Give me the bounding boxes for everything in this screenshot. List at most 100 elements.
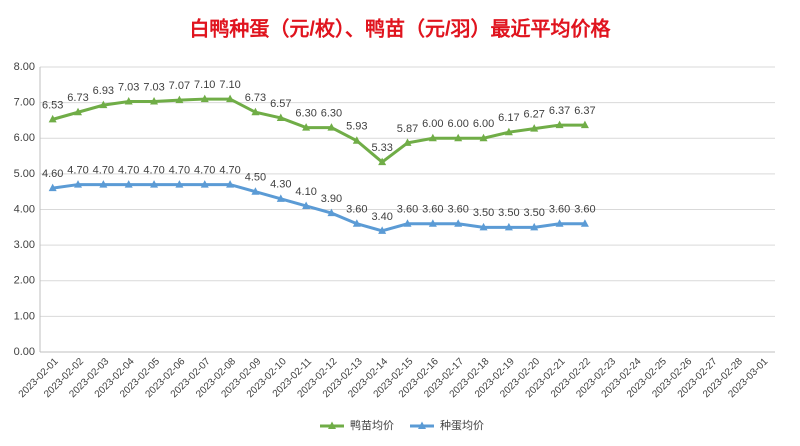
marker <box>479 222 488 231</box>
data-label: 3.50 <box>473 207 494 219</box>
marker <box>504 127 513 136</box>
legend-label: 鸭苗均价 <box>350 419 394 432</box>
y-tick-label: 4.00 <box>14 203 35 215</box>
data-label: 7.10 <box>194 79 215 91</box>
marker <box>403 138 412 146</box>
marker <box>48 183 57 192</box>
marker <box>74 107 83 116</box>
y-tick-label: 0.00 <box>14 346 35 358</box>
marker <box>530 124 539 132</box>
marker <box>48 114 57 123</box>
data-label: 6.93 <box>93 85 114 97</box>
marker <box>555 120 564 129</box>
marker <box>74 180 83 188</box>
marker <box>276 113 285 121</box>
data-label: 5.33 <box>371 142 392 154</box>
data-label: 6.00 <box>473 118 494 130</box>
data-label: 7.07 <box>169 80 190 92</box>
data-label: 4.70 <box>219 164 240 176</box>
chart-title: 白鸭种蛋（元/枚）、鸭苗（元/羽）最近平均价格 <box>189 16 611 40</box>
data-label: 6.73 <box>245 92 266 104</box>
data-label: 3.60 <box>422 204 443 216</box>
data-label: 3.40 <box>371 211 392 223</box>
y-tick-label: 3.00 <box>14 239 35 251</box>
marker <box>580 219 589 227</box>
data-label: 6.73 <box>67 92 88 104</box>
series-line <box>52 183 585 233</box>
data-label: 6.30 <box>321 107 342 119</box>
marker <box>175 95 184 104</box>
marker <box>276 194 285 202</box>
data-label: 4.70 <box>93 164 114 176</box>
marker <box>327 123 336 131</box>
y-tick-label: 2.00 <box>14 275 35 287</box>
marker <box>251 187 260 195</box>
marker <box>530 222 539 231</box>
data-label: 6.00 <box>447 118 468 130</box>
data-label: 3.60 <box>447 204 468 216</box>
data-label: 4.50 <box>245 172 266 184</box>
marker <box>175 180 184 188</box>
data-label: 6.30 <box>295 107 316 119</box>
marker <box>200 94 209 103</box>
data-label: 3.90 <box>321 193 342 205</box>
data-label: 6.37 <box>574 105 595 117</box>
y-tick-label: 5.00 <box>14 168 35 180</box>
y-tick-label: 6.00 <box>14 132 35 144</box>
data-label: 3.50 <box>498 207 519 219</box>
marker <box>454 219 463 227</box>
series-line <box>52 97 585 165</box>
marker <box>302 201 311 209</box>
data-label: 6.57 <box>270 98 291 110</box>
marker <box>302 123 311 131</box>
marker <box>479 133 488 142</box>
marker <box>251 107 260 116</box>
data-label: 7.03 <box>143 81 164 93</box>
marker <box>352 136 361 144</box>
marker <box>403 219 412 227</box>
data-label: 5.93 <box>346 121 367 133</box>
y-tick-label: 8.00 <box>14 61 35 73</box>
data-label: 4.70 <box>169 164 190 176</box>
data-label: 5.87 <box>397 123 418 135</box>
marker <box>99 100 108 109</box>
marker <box>428 133 437 142</box>
data-label: 4.70 <box>67 164 88 176</box>
data-label: 4.30 <box>270 179 291 191</box>
data-label: 4.70 <box>118 164 139 176</box>
marker <box>124 180 133 188</box>
marker <box>454 133 463 142</box>
marker <box>580 120 589 129</box>
marker <box>150 97 159 105</box>
data-label: 7.03 <box>118 81 139 93</box>
data-label: 4.70 <box>194 164 215 176</box>
marker <box>200 180 209 188</box>
data-label: 6.27 <box>524 109 545 121</box>
data-label: 3.60 <box>346 204 367 216</box>
y-tick-label: 7.00 <box>14 97 35 109</box>
data-label: 3.60 <box>549 204 570 216</box>
legend: 鸭苗均价 种蛋均价 <box>320 418 484 432</box>
data-label: 3.60 <box>397 204 418 216</box>
data-label: 3.50 <box>524 207 545 219</box>
marker <box>555 219 564 227</box>
marker <box>352 219 361 227</box>
marker <box>226 180 235 188</box>
data-label: 3.60 <box>574 204 595 216</box>
marker <box>428 219 437 227</box>
y-tick-label: 1.00 <box>14 310 35 322</box>
marker <box>99 180 108 188</box>
data-label: 6.17 <box>498 112 519 124</box>
marker <box>124 97 133 105</box>
data-label: 6.37 <box>549 105 570 117</box>
data-label: 6.00 <box>422 118 443 130</box>
legend-label: 种蛋均价 <box>440 418 484 432</box>
legend-marker <box>418 421 426 429</box>
data-label: 6.53 <box>42 99 63 111</box>
marker <box>327 208 336 217</box>
marker <box>504 222 513 231</box>
marker <box>378 157 387 166</box>
data-label: 4.10 <box>295 186 316 198</box>
data-label: 4.70 <box>143 164 164 176</box>
